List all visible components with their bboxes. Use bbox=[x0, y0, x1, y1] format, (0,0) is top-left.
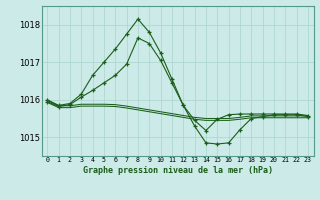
X-axis label: Graphe pression niveau de la mer (hPa): Graphe pression niveau de la mer (hPa) bbox=[83, 166, 273, 175]
